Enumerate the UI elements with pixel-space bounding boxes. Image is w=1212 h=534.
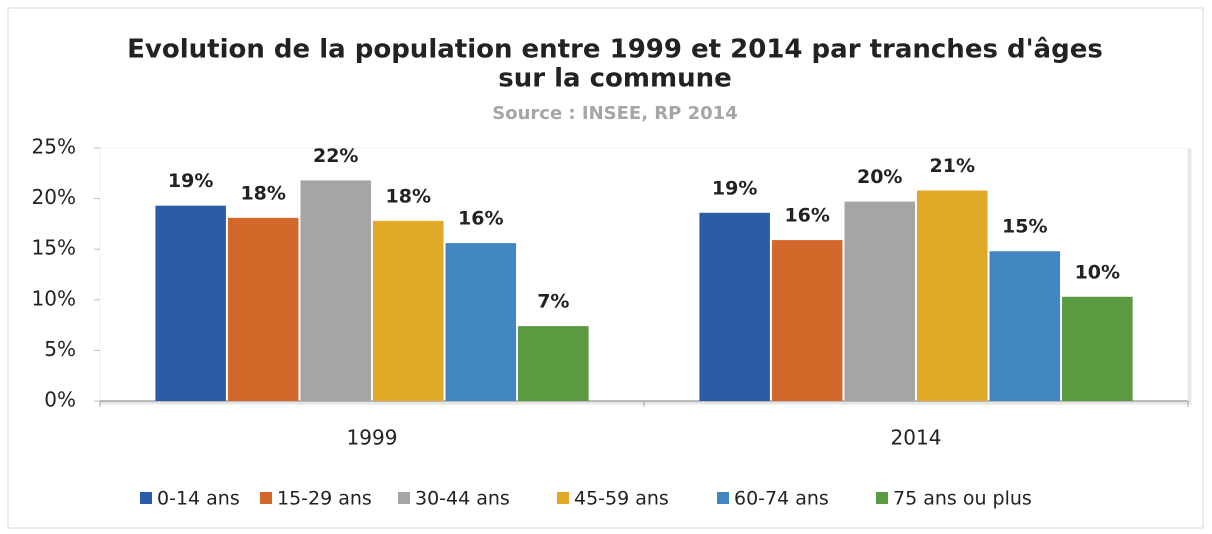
legend-label: 0-14 ans xyxy=(157,488,240,510)
bar xyxy=(917,190,988,401)
y-tick-label: 5% xyxy=(44,337,76,361)
legend-label: 15-29 ans xyxy=(277,488,372,510)
x-tick-label: 1999 xyxy=(347,426,398,450)
bar xyxy=(771,240,843,401)
bar xyxy=(844,201,915,401)
data-label: 15% xyxy=(1002,216,1047,238)
bar xyxy=(373,220,444,401)
legend-label: 45-59 ans xyxy=(574,488,669,510)
data-label: 7% xyxy=(537,291,569,313)
data-label: 10% xyxy=(1075,261,1120,283)
data-label: 16% xyxy=(784,205,829,227)
bar xyxy=(699,212,770,401)
bar xyxy=(155,205,226,401)
bar xyxy=(1062,296,1133,401)
x-tick-label: 2014 xyxy=(891,426,942,450)
bar xyxy=(227,217,299,401)
chart-title: sur la commune xyxy=(498,64,731,94)
chart-subtitle: Source : INSEE, RP 2014 xyxy=(492,103,737,124)
bar xyxy=(518,326,589,401)
data-label: 18% xyxy=(386,185,431,207)
chart-title: Evolution de la population entre 1999 et… xyxy=(127,35,1103,65)
data-label: 20% xyxy=(857,166,902,188)
data-label: 21% xyxy=(930,155,975,177)
y-tick-label: 15% xyxy=(32,236,76,260)
data-label: 19% xyxy=(712,177,757,199)
legend-label: 60-74 ans xyxy=(734,488,829,510)
data-label: 19% xyxy=(168,170,213,192)
legend-label: 30-44 ans xyxy=(415,488,510,510)
bar xyxy=(989,251,1061,401)
legend-swatch xyxy=(557,492,569,504)
legend-swatch xyxy=(717,492,729,504)
legend-label: 75 ans ou plus xyxy=(893,488,1032,510)
y-tick-label: 10% xyxy=(32,286,76,310)
bar xyxy=(445,243,517,401)
y-tick-label: 20% xyxy=(32,185,76,209)
legend-swatch xyxy=(876,492,888,504)
legend-swatch xyxy=(260,492,272,504)
data-label: 18% xyxy=(240,182,285,204)
bar xyxy=(300,180,371,401)
y-tick-label: 25% xyxy=(32,135,76,159)
legend-swatch xyxy=(140,492,152,504)
legend-swatch xyxy=(398,492,410,504)
data-label: 22% xyxy=(313,145,358,167)
y-tick-label: 0% xyxy=(44,388,76,412)
data-label: 16% xyxy=(458,208,503,230)
